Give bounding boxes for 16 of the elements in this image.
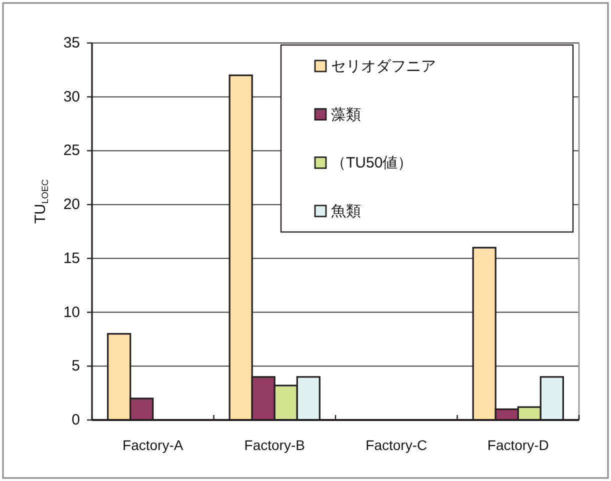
legend-label: セリオダフニア: [331, 58, 436, 74]
y-tick-label: 15: [63, 250, 80, 267]
x-tick-label: Factory-C: [366, 437, 428, 453]
y-tick-label: 35: [63, 34, 80, 52]
y-tick-label: 5: [72, 358, 80, 375]
legend-label: （TU50値）: [331, 154, 413, 172]
x-tick-label: Factory-B: [244, 437, 305, 453]
y-tick-label: 20: [63, 196, 80, 214]
y-tick-label: 25: [63, 142, 80, 160]
y-tick-label: 0: [72, 412, 80, 428]
y-tick-label: 30: [63, 88, 80, 106]
x-tick-label: Factory-D: [487, 437, 549, 453]
x-tick-label: Factory-A: [122, 437, 184, 453]
legend-label: 藻類: [331, 106, 361, 123]
y-tick-label: 10: [63, 304, 80, 321]
legend-label: 魚類: [331, 202, 361, 220]
